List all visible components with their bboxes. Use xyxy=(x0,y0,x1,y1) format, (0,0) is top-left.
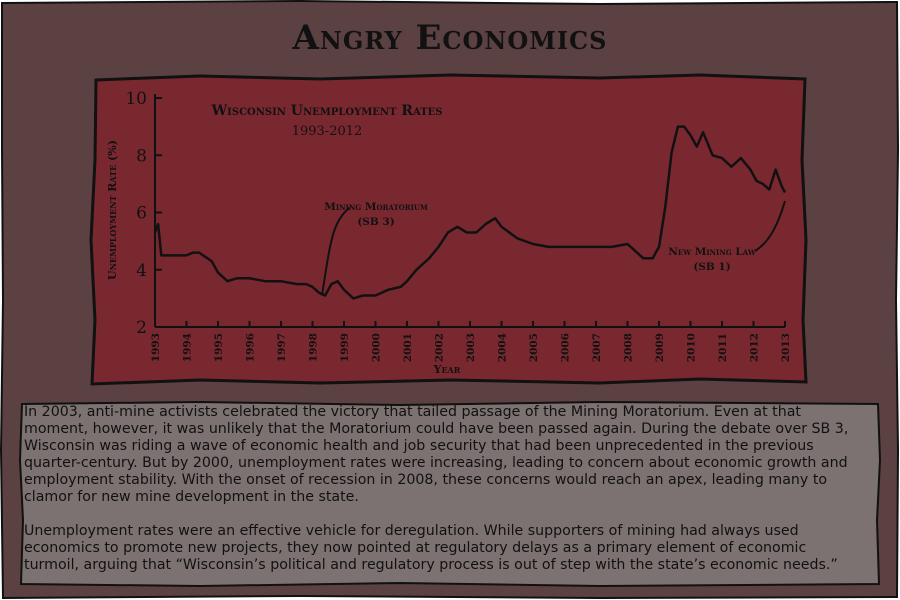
x-axis-ticks: 1993 1994 1995 1996 1997 1998 1999 2000 2001 2002… xyxy=(150,321,792,362)
y-tick-label: 6 xyxy=(136,204,147,224)
page-title: Angry Economics xyxy=(292,18,608,58)
x-tick-label: 2003 xyxy=(465,333,477,362)
x-tick-label: 2006 xyxy=(560,333,572,362)
chart-annotations: Mining Moratorium (SB 3) New Mining Law (SB… xyxy=(320,200,786,296)
caption-text: In 2003, anti-mine activists celebrated … xyxy=(24,404,864,591)
y-tick-label: 8 xyxy=(136,146,147,166)
x-tick-label: 2013 xyxy=(780,333,792,362)
annotation-new-mining-law-line1: New Mining Law xyxy=(668,246,756,258)
x-axis-label: Year xyxy=(433,363,461,376)
x-tick-label: 2007 xyxy=(591,333,603,362)
x-tick-label: 2002 xyxy=(434,333,446,362)
x-tick-label: 2011 xyxy=(717,333,729,362)
annotation-leader-new-mining-law xyxy=(754,200,786,252)
x-tick-label: 2004 xyxy=(497,333,509,362)
y-tick-label: 2 xyxy=(136,318,147,338)
y-axis-ticks: 2 4 6 8 10 xyxy=(125,89,162,338)
series-line-unemployment xyxy=(153,125,787,300)
x-tick-label: 2000 xyxy=(371,333,383,362)
x-tick-label: 2012 xyxy=(749,333,761,362)
x-tick-label: 2009 xyxy=(654,333,666,362)
annotation-leader-mining-moratorium xyxy=(320,206,351,296)
x-tick-label: 1995 xyxy=(213,333,225,362)
caption-paragraph-2: Unemployment rates were an effective veh… xyxy=(24,523,838,573)
x-tick-label: 1998 xyxy=(308,333,320,362)
annotation-mining-moratorium-line2: (SB 3) xyxy=(357,216,394,228)
plot-area xyxy=(89,73,808,386)
unemployment-chart: 2 4 6 8 10 1993 1994 1995 1996 1997 1998 1999 2000 2… xyxy=(89,73,808,386)
x-tick-label: 2001 xyxy=(402,333,414,362)
y-tick-label: 4 xyxy=(136,261,147,281)
annotation-new-mining-law-line2: (SB 1) xyxy=(693,261,730,273)
x-tick-label: 1994 xyxy=(182,333,194,362)
chart-title: Wisconsin Unemployment Rates xyxy=(210,103,442,119)
x-tick-label: 1993 xyxy=(150,333,162,362)
x-tick-label: 1997 xyxy=(276,333,288,362)
x-tick-label: 1996 xyxy=(245,333,257,362)
caption-paragraph-1: In 2003, anti-mine activists celebrated … xyxy=(24,404,849,505)
x-tick-label: 1999 xyxy=(339,333,351,362)
x-tick-label: 2008 xyxy=(623,333,635,362)
y-tick-label: 10 xyxy=(125,89,147,109)
y-axis-label: Unemployment Rate (%) xyxy=(106,140,119,280)
caption-panel xyxy=(18,400,882,588)
chart-subtitle: 1993-2012 xyxy=(292,124,363,139)
x-tick-label: 2005 xyxy=(528,333,540,362)
annotation-mining-moratorium-line1: Mining Moratorium xyxy=(324,201,428,213)
x-tick-label: 2010 xyxy=(686,333,698,362)
